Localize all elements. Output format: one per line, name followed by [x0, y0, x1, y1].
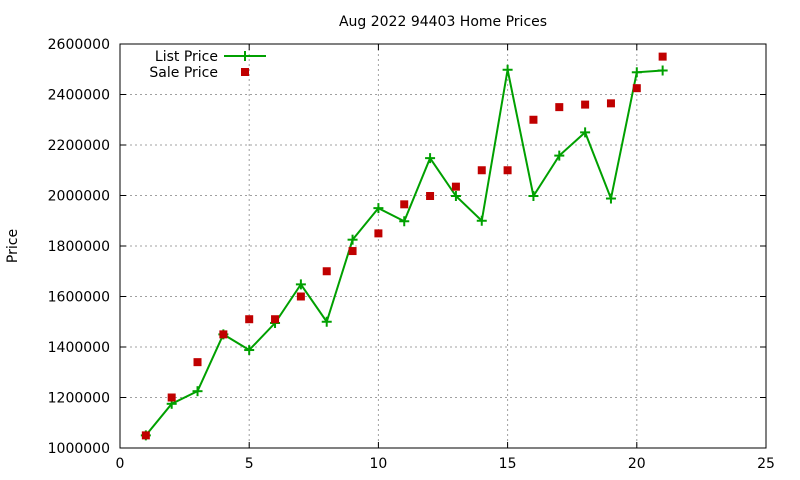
y-tick-label: 1600000 [48, 290, 110, 306]
list-price-point [399, 216, 410, 227]
sale-price-point [503, 166, 512, 175]
x-tick-label: 20 [628, 456, 646, 472]
y-tick-label: 2600000 [48, 37, 110, 53]
list-price-point [528, 191, 539, 202]
y-tick-label: 2000000 [48, 189, 110, 205]
sale-price-point [555, 103, 564, 112]
tick-layer: 0 5 10 15 20 25 1000000 1200000 1400000 1600000 18… [48, 37, 775, 472]
y-tick-label: 2400000 [48, 88, 110, 104]
series-layer [140, 52, 668, 441]
list-price-point [450, 191, 461, 202]
list-price-point [502, 64, 513, 75]
list-price-point [347, 234, 358, 245]
sale-price-point [374, 229, 383, 238]
sale-price-point [167, 393, 176, 402]
sale-price-point [529, 115, 538, 124]
sale-price-point [219, 330, 228, 339]
legend-square-marker [241, 68, 249, 76]
sale-price-point [658, 52, 667, 61]
y-tick-label: 1400000 [48, 340, 110, 356]
sale-price-point [426, 192, 435, 201]
list-price-point [476, 215, 487, 226]
x-tick-label: 15 [499, 456, 517, 472]
sale-price-point [606, 99, 615, 108]
sale-price-point [400, 200, 409, 209]
sale-price-point [477, 166, 486, 175]
y-tick-label: 1000000 [48, 441, 110, 457]
y-tick-label: 1200000 [48, 391, 110, 407]
sale-price-point [296, 292, 305, 301]
list-price-point [425, 153, 436, 164]
legend-label: List Price [155, 49, 218, 65]
list-price-point [554, 150, 565, 161]
list-price-point [321, 316, 332, 327]
grid-layer [120, 44, 766, 448]
chart-title: Aug 2022 94403 Home Prices [339, 14, 547, 30]
y-tick-label: 1800000 [48, 239, 110, 255]
legend-plus-marker [240, 51, 250, 61]
x-tick-label: 5 [245, 456, 254, 472]
y-axis-label: Price [5, 229, 21, 263]
y-tick-label: 2200000 [48, 138, 110, 154]
list-price-point [295, 279, 306, 290]
sale-price-point [322, 267, 331, 276]
sale-price-point [193, 358, 202, 367]
series-1 [141, 52, 667, 440]
x-tick-label: 0 [116, 456, 125, 472]
sale-price-point [451, 182, 460, 191]
x-tick-label: 10 [369, 456, 387, 472]
list-price-point [657, 65, 668, 76]
legend-label: Sale Price [149, 65, 218, 81]
list-price-point [373, 203, 384, 214]
sale-price-point [141, 431, 150, 440]
list-price-point [580, 127, 591, 138]
sale-price-point [348, 247, 357, 256]
sale-price-point [271, 315, 280, 324]
list-price-point [244, 345, 255, 356]
sale-price-point [245, 315, 254, 324]
list-price-point [631, 67, 642, 78]
sale-price-point [632, 84, 641, 93]
list-price-point [605, 193, 616, 204]
x-tick-label: 25 [757, 456, 775, 472]
sale-price-point [581, 100, 590, 109]
list-price-point [192, 386, 203, 397]
